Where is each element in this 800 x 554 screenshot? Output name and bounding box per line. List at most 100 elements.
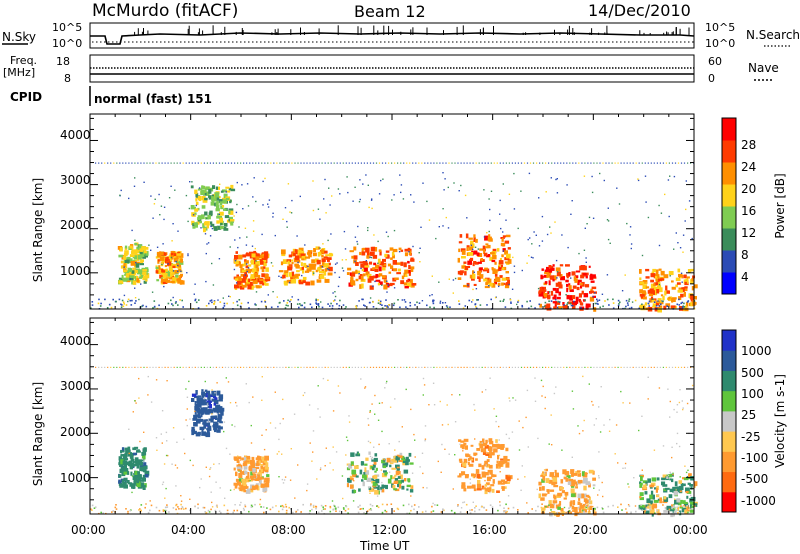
echo-cell	[392, 260, 397, 265]
echo-cell	[142, 474, 145, 480]
echo-dot	[160, 205, 163, 207]
ground-dot	[266, 507, 268, 509]
echo-dot	[471, 301, 473, 303]
range-dot	[665, 366, 667, 368]
echo-cell	[552, 264, 555, 267]
range-dot	[249, 366, 251, 368]
echo-dot	[513, 271, 516, 274]
echo-cell	[192, 431, 197, 434]
echo-dot	[388, 443, 390, 445]
echo-cell	[126, 461, 130, 465]
echo-cell	[171, 280, 175, 284]
range-dot	[125, 366, 127, 368]
echo-dot	[165, 487, 167, 490]
ground-dot	[315, 299, 317, 302]
echo-cell	[134, 457, 139, 462]
echo-cell	[479, 440, 483, 444]
echo-dot	[245, 383, 247, 385]
echo-cell	[208, 397, 211, 401]
echo-cell	[287, 260, 290, 265]
echo-cell	[559, 487, 564, 490]
echo-cell	[411, 283, 417, 286]
echo-cell	[669, 488, 675, 493]
echo-cell	[168, 276, 173, 280]
echo-dot	[185, 194, 188, 197]
echo-cell	[351, 272, 356, 277]
echo-cell	[296, 270, 300, 273]
range-dot	[234, 162, 236, 164]
ground-dot	[179, 299, 181, 301]
ground-dot	[208, 511, 211, 513]
echo-dot	[324, 178, 326, 181]
echo-cell	[367, 278, 372, 283]
echo-dot	[561, 234, 563, 236]
ground-dot	[121, 304, 123, 306]
ground-dot	[244, 505, 247, 508]
echo-cell	[128, 460, 132, 466]
echo-cell	[258, 254, 263, 259]
echo-dot	[428, 219, 431, 221]
ground-dot	[384, 509, 386, 512]
echo-cell	[575, 486, 578, 489]
echo-cell	[354, 465, 359, 469]
ground-dot	[666, 305, 668, 307]
range-dot	[119, 366, 121, 368]
echo-dot	[598, 451, 600, 453]
echo-dot	[422, 182, 424, 184]
echo-cell	[140, 259, 144, 263]
echo-dot	[599, 431, 602, 433]
range-dot	[357, 162, 359, 164]
echo-dot	[631, 301, 634, 303]
echo-dot	[571, 200, 573, 202]
echo-cell	[368, 486, 372, 490]
ground-dot	[236, 304, 239, 307]
echo-cell	[226, 190, 231, 193]
echo-dot	[371, 456, 373, 459]
echo-cell	[561, 490, 565, 494]
range-dot	[324, 162, 326, 164]
range-dot	[116, 366, 118, 368]
echo-dot	[370, 458, 373, 460]
echo-dot	[399, 174, 401, 176]
range-dot	[372, 366, 375, 368]
echo-cell	[580, 494, 585, 499]
echo-dot	[419, 261, 421, 263]
echo-dot	[180, 270, 182, 272]
range-dot	[300, 366, 302, 368]
echo-cell	[471, 278, 475, 281]
echo-dot	[161, 410, 164, 412]
echo-cell	[570, 469, 575, 474]
echo-dot	[189, 418, 191, 420]
echo-cell	[173, 258, 176, 263]
echo-cell	[664, 290, 667, 296]
ground-dot	[281, 504, 284, 507]
echo-cell	[123, 471, 127, 475]
echo-dot	[147, 375, 149, 378]
echo-cell	[372, 481, 378, 487]
ground-dot	[556, 511, 559, 514]
echo-dot	[411, 472, 414, 474]
ground-dot	[324, 505, 327, 507]
velocity-cb-tick-m1000: -1000	[741, 494, 776, 508]
echo-dot	[233, 488, 235, 491]
echo-dot	[367, 424, 370, 426]
echo-cell	[295, 255, 300, 261]
echo-dot	[263, 448, 266, 451]
echo-cell	[548, 500, 552, 505]
range-dot	[122, 366, 124, 368]
freq-tick-top: 18	[56, 55, 70, 68]
echo-dot	[508, 397, 510, 399]
echo-cell	[121, 447, 125, 451]
echo-dot	[304, 392, 306, 394]
echo-cell	[205, 393, 208, 398]
ground-dot	[439, 302, 442, 304]
echo-cell	[476, 252, 480, 257]
echo-cell	[228, 208, 234, 212]
echo-cell	[323, 265, 329, 268]
echo-cell	[167, 272, 170, 277]
echo-dot	[392, 482, 394, 485]
echo-dot	[682, 407, 684, 409]
echo-cell	[482, 245, 485, 250]
echo-cell	[484, 235, 489, 241]
ground-dot	[165, 512, 168, 515]
